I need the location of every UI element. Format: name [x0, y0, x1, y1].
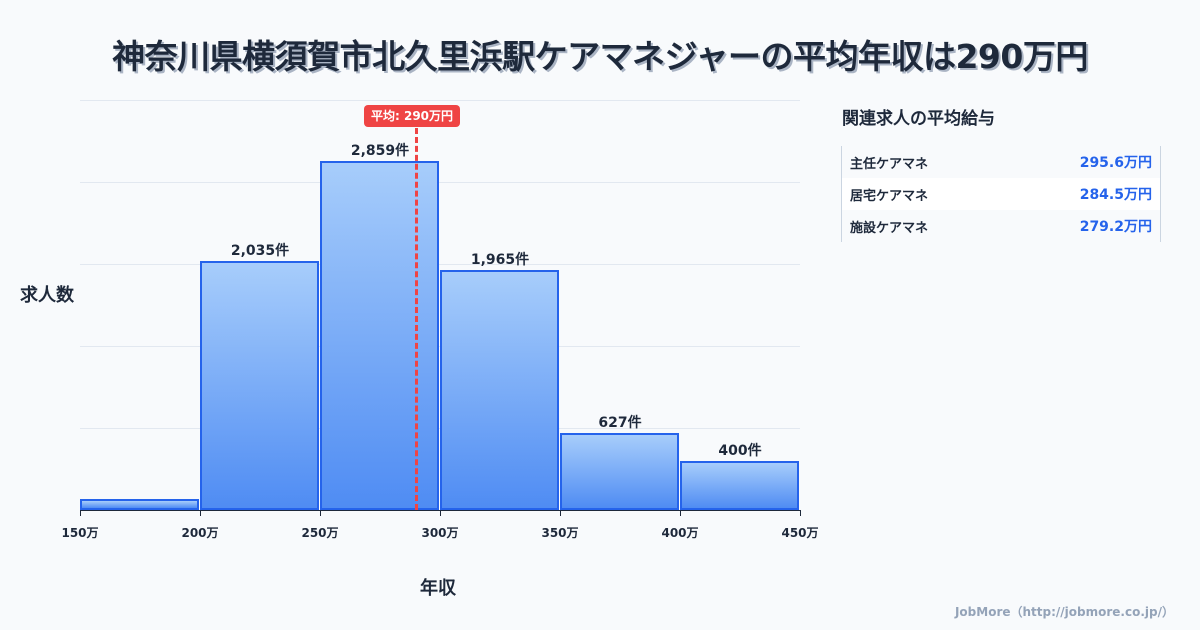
bar-value-label: 400件 — [718, 443, 762, 459]
bar-350-400 — [560, 433, 679, 510]
x-tick — [680, 510, 681, 516]
x-tick-label: 150万 — [61, 526, 99, 540]
bar-value-label: 627件 — [598, 415, 642, 431]
x-tick-label: 400万 — [661, 526, 699, 540]
related-salary-title: 関連求人の平均給与 — [842, 109, 995, 129]
bar-200-250 — [200, 261, 319, 510]
bar-300-350 — [440, 270, 559, 510]
x-tick — [80, 510, 81, 516]
bar-value-label: 2,859件 — [350, 143, 410, 159]
job-salary: 284.5万円 — [1079, 187, 1152, 203]
related-salary-row: 居宅ケアマネ 284.5万円 — [842, 178, 1160, 210]
bar-250-300 — [320, 161, 439, 510]
job-salary: 295.6万円 — [1079, 155, 1152, 171]
chart-plot-area: 2,035件 2,859件 1,965件 627件 400件 — [80, 100, 800, 510]
gridline — [80, 100, 800, 101]
x-tick-label: 200万 — [181, 526, 219, 540]
bar-150-200 — [80, 499, 199, 510]
job-name: 居宅ケアマネ — [850, 188, 929, 204]
x-axis-label: 年収 — [420, 578, 456, 599]
bar-value-label: 1,965件 — [470, 252, 530, 268]
x-tick-label: 450万 — [781, 526, 819, 540]
related-salary-row: 主任ケアマネ 295.6万円 — [842, 146, 1160, 178]
x-tick — [800, 510, 801, 516]
x-tick — [320, 510, 321, 516]
x-tick-label: 350万 — [541, 526, 579, 540]
bar-400-450 — [680, 461, 799, 510]
x-tick — [440, 510, 441, 516]
gridline — [80, 182, 800, 183]
x-tick — [200, 510, 201, 516]
related-salary-row: 施設ケアマネ 279.2万円 — [842, 210, 1160, 242]
source-credit: JobMore（http://jobmore.co.jp/） — [954, 605, 1174, 619]
gridline — [80, 264, 800, 265]
bar-value-label: 2,035件 — [230, 243, 290, 259]
job-name: 主任ケアマネ — [850, 156, 929, 172]
related-salary-table: 主任ケアマネ 295.6万円 居宅ケアマネ 284.5万円 施設ケアマネ 279… — [841, 146, 1161, 242]
average-badge: 平均: 290万円 — [364, 105, 461, 127]
job-salary: 279.2万円 — [1079, 219, 1152, 235]
average-line — [415, 128, 418, 510]
x-tick-label: 250万 — [301, 526, 339, 540]
page-title: 神奈川県横須賀市北久里浜駅ケアマネジャーの平均年収は290万円 — [112, 37, 1088, 76]
x-tick-label: 300万 — [421, 526, 459, 540]
y-axis-label: 求人数 — [20, 285, 74, 306]
x-tick — [560, 510, 561, 516]
job-name: 施設ケアマネ — [850, 220, 929, 236]
